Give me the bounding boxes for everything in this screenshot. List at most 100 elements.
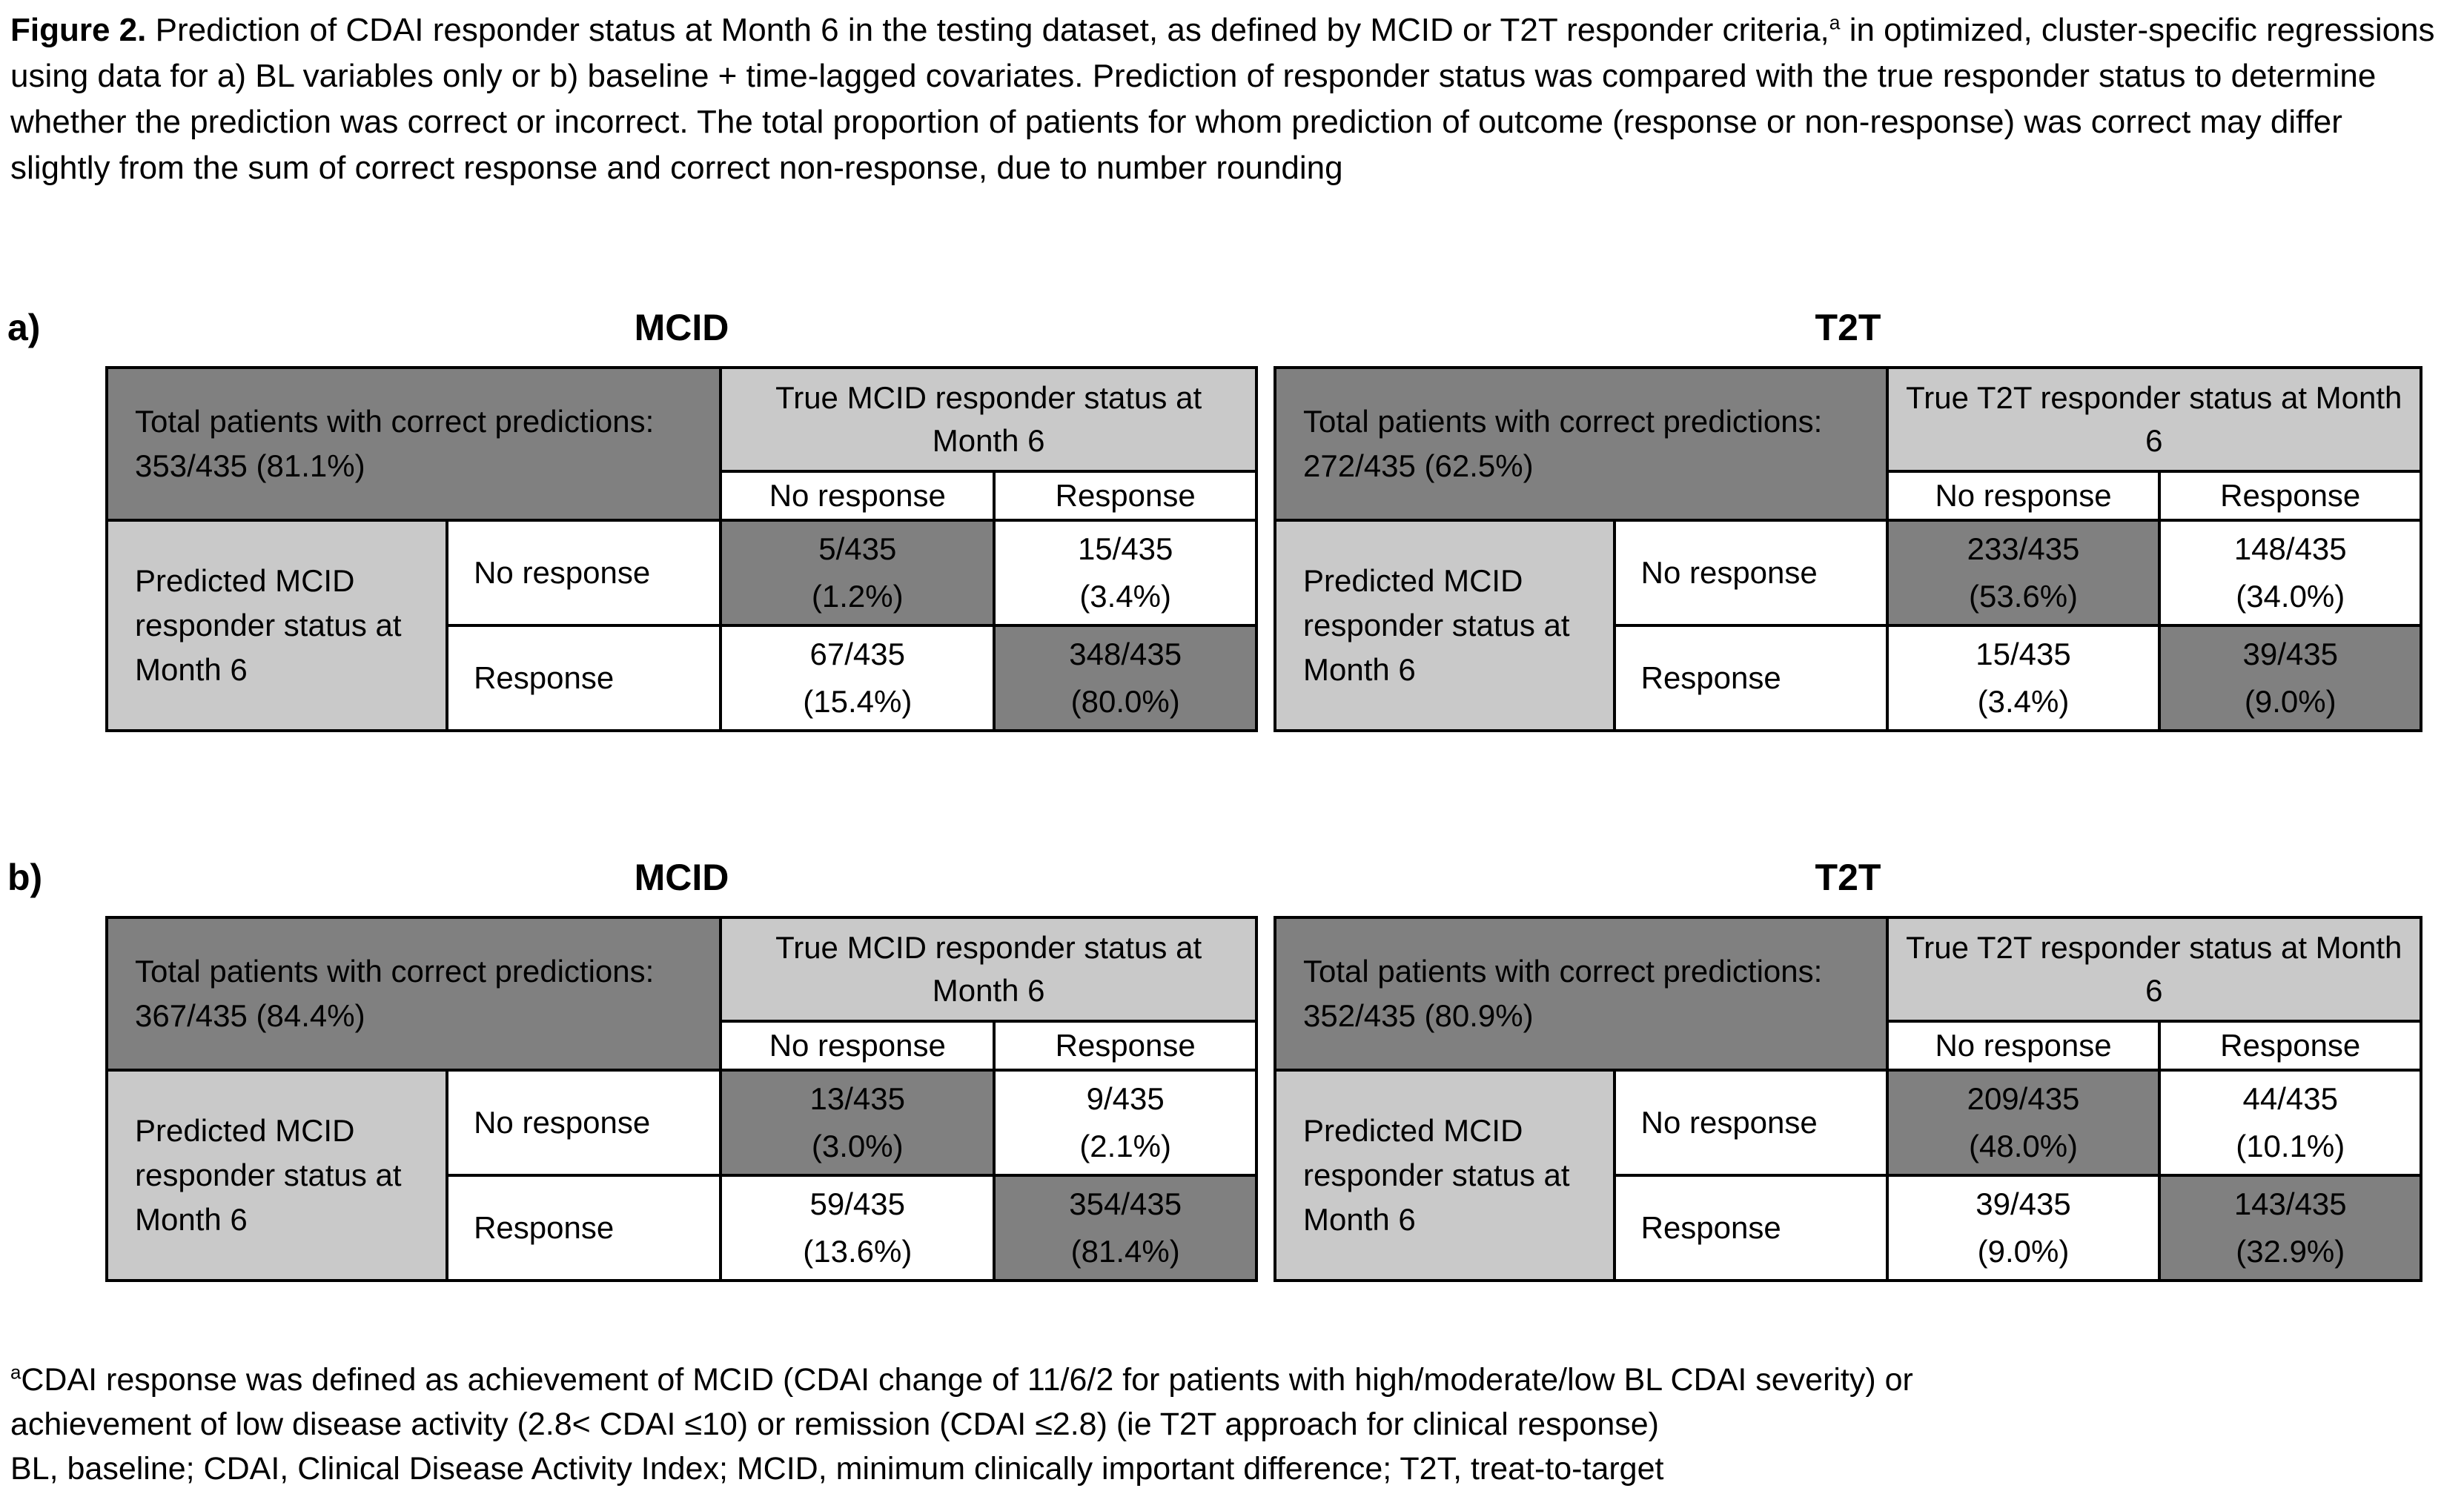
- footnote-abbreviations: BL, baseline; CDAI, Clinical Disease Act…: [10, 1451, 1664, 1487]
- col-header-no-response: No response: [719, 470, 996, 522]
- col-header-response: Response: [2158, 470, 2422, 522]
- count-value: 233/435: [1967, 531, 2080, 566]
- row-header-response: Response: [446, 624, 723, 732]
- row-header-no-response: No response: [1612, 519, 1889, 627]
- col-header-no-response: No response: [1885, 1020, 2162, 1072]
- count-percent: (2.1%): [1079, 1129, 1172, 1163]
- row-header-response: Response: [446, 1174, 723, 1282]
- count-value: 15/435: [1975, 637, 2071, 671]
- count-cell-true-negative: 233/435 (53.6%): [1885, 519, 2162, 627]
- footnote-line-2: achievement of low disease activity (2.8…: [10, 1407, 1659, 1442]
- table-row: Response 67/435 (15.4%) 348/435 (80.0%): [107, 624, 1258, 732]
- count-percent: (3.4%): [1977, 684, 2070, 719]
- confusion-matrix-b-mcid: Total patients with correct predictions:…: [105, 916, 1258, 1282]
- count-value: 44/435: [2242, 1081, 2338, 1116]
- count-percent: (9.0%): [1977, 1234, 2070, 1269]
- count-value: 13/435: [809, 1081, 906, 1116]
- count-value: 39/435: [1975, 1186, 2071, 1221]
- figure-caption-label: Figure 2.: [10, 12, 147, 48]
- col-header-no-response: No response: [1885, 470, 2162, 522]
- row-header-no-response: No response: [446, 519, 723, 627]
- count-value: 354/435: [1069, 1186, 1182, 1221]
- count-percent: (32.9%): [2236, 1234, 2345, 1269]
- count-percent: (1.2%): [811, 579, 904, 614]
- count-cell-true-positive: 39/435 (9.0%): [2158, 624, 2422, 732]
- table-row: Total patients with correct predictions:…: [105, 366, 1258, 522]
- table-row: Response 39/435 (9.0%) 143/435 (32.9%): [1275, 1174, 2422, 1282]
- table-row: Total patients with correct predictions:…: [1274, 366, 2423, 522]
- figure-caption-text-1: Prediction of CDAI responder status at M…: [146, 12, 1829, 48]
- row-header-response: Response: [1612, 624, 1889, 732]
- figure-footnote: aCDAI response was defined as achievemen…: [10, 1358, 2449, 1491]
- figure-caption-superscript: a: [1829, 11, 1841, 34]
- count-percent: (80.0%): [1070, 684, 1180, 719]
- count-cell-true-negative: 5/435 (1.2%): [719, 519, 996, 627]
- count-cell-true-positive: 348/435 (80.0%): [993, 624, 1258, 732]
- table-row: Predicted MCID responder status at Month…: [1274, 1069, 2422, 1282]
- panel-a-title-row: a) MCID T2T: [0, 306, 2464, 348]
- count-value: 39/435: [2242, 637, 2338, 671]
- total-correct-cell: Total patients with correct predictions:…: [105, 366, 723, 522]
- count-cell-false-negative: 9/435 (2.1%): [993, 1069, 1258, 1177]
- panel-a-mcid-title: MCID: [634, 307, 729, 348]
- table-row: No response Response: [1275, 470, 2422, 522]
- count-cell-false-positive: 59/435 (13.6%): [719, 1174, 996, 1282]
- total-correct-cell: Total patients with correct predictions:…: [105, 916, 723, 1072]
- count-percent: (3.4%): [1079, 579, 1172, 614]
- row-header-response: Response: [1612, 1174, 1889, 1282]
- predicted-axis-cell: Predicted MCID responder status at Month…: [1274, 519, 1616, 732]
- table-row: Predicted MCID responder status at Month…: [105, 519, 1258, 732]
- table-row: Total patients with correct predictions:…: [105, 916, 1258, 1072]
- count-value: 209/435: [1967, 1081, 2080, 1116]
- confusion-matrix-b-t2t: Total patients with correct predictions:…: [1274, 916, 2423, 1282]
- predicted-axis-cell: Predicted MCID responder status at Month…: [105, 1069, 449, 1282]
- table-row: Response 59/435 (13.6%) 354/435 (81.4%): [107, 1174, 1258, 1282]
- panel-b-title-row: b) MCID T2T: [0, 856, 2464, 898]
- count-cell-false-negative: 15/435 (3.4%): [993, 519, 1258, 627]
- table-row: No response Response: [1275, 1020, 2422, 1072]
- count-value: 9/435: [1086, 1081, 1165, 1116]
- total-correct-cell: Total patients with correct predictions:…: [1274, 916, 1889, 1072]
- true-status-header-cell: True MCID responder status at Month 6: [719, 366, 1258, 473]
- count-cell-false-positive: 15/435 (3.4%): [1885, 624, 2162, 732]
- panel-a-t2t-title: T2T: [1815, 307, 1881, 348]
- count-percent: (34.0%): [2236, 579, 2345, 614]
- footnote-superscript: a: [10, 1362, 21, 1384]
- count-value: 15/435: [1077, 531, 1173, 566]
- true-status-header-cell: True T2T responder status at Month 6: [1885, 916, 2423, 1023]
- count-cell-true-negative: 13/435 (3.0%): [719, 1069, 996, 1177]
- row-header-no-response: No response: [446, 1069, 723, 1177]
- count-value: 5/435: [818, 531, 897, 566]
- table-row: Response 15/435 (3.4%) 39/435 (9.0%): [1275, 624, 2422, 732]
- count-value: 67/435: [809, 637, 906, 671]
- table-row: Predicted MCID responder status at Month…: [1274, 519, 2422, 732]
- count-percent: (3.0%): [811, 1129, 904, 1163]
- count-cell-false-positive: 39/435 (9.0%): [1885, 1174, 2162, 1282]
- count-percent: (48.0%): [1968, 1129, 2079, 1163]
- figure-caption: Figure 2. Prediction of CDAI responder s…: [10, 7, 2445, 191]
- count-value: 348/435: [1069, 637, 1182, 671]
- count-value: 59/435: [809, 1186, 906, 1221]
- figure-caption-text-2: in optimized, cluster-specific regressio…: [10, 12, 2435, 186]
- table-row: Total patients with correct predictions:…: [1274, 916, 2423, 1072]
- count-percent: (9.0%): [2244, 684, 2337, 719]
- col-header-no-response: No response: [719, 1020, 996, 1072]
- count-percent: (15.4%): [803, 684, 913, 719]
- confusion-matrix-a-t2t: Total patients with correct predictions:…: [1274, 366, 2423, 732]
- count-percent: (81.4%): [1070, 1234, 1180, 1269]
- table-row: Predicted MCID responder status at Month…: [105, 1069, 1258, 1282]
- table-row: No response Response: [107, 470, 1258, 522]
- row-header-no-response: No response: [1612, 1069, 1889, 1177]
- true-status-header-cell: True MCID responder status at Month 6: [719, 916, 1258, 1023]
- count-value: 148/435: [2233, 531, 2347, 566]
- count-cell-true-positive: 143/435 (32.9%): [2158, 1174, 2422, 1282]
- count-cell-true-negative: 209/435 (48.0%): [1885, 1069, 2162, 1177]
- count-cell-false-negative: 44/435 (10.1%): [2158, 1069, 2422, 1177]
- total-correct-cell: Total patients with correct predictions:…: [1274, 366, 1889, 522]
- panel-b-mcid-title: MCID: [634, 857, 729, 898]
- col-header-response: Response: [993, 1020, 1258, 1072]
- panel-b-label: b): [7, 857, 43, 898]
- count-percent: (10.1%): [2236, 1129, 2345, 1163]
- panel-a-label: a): [7, 307, 41, 348]
- footnote-line-1: aCDAI response was defined as achievemen…: [10, 1362, 1913, 1398]
